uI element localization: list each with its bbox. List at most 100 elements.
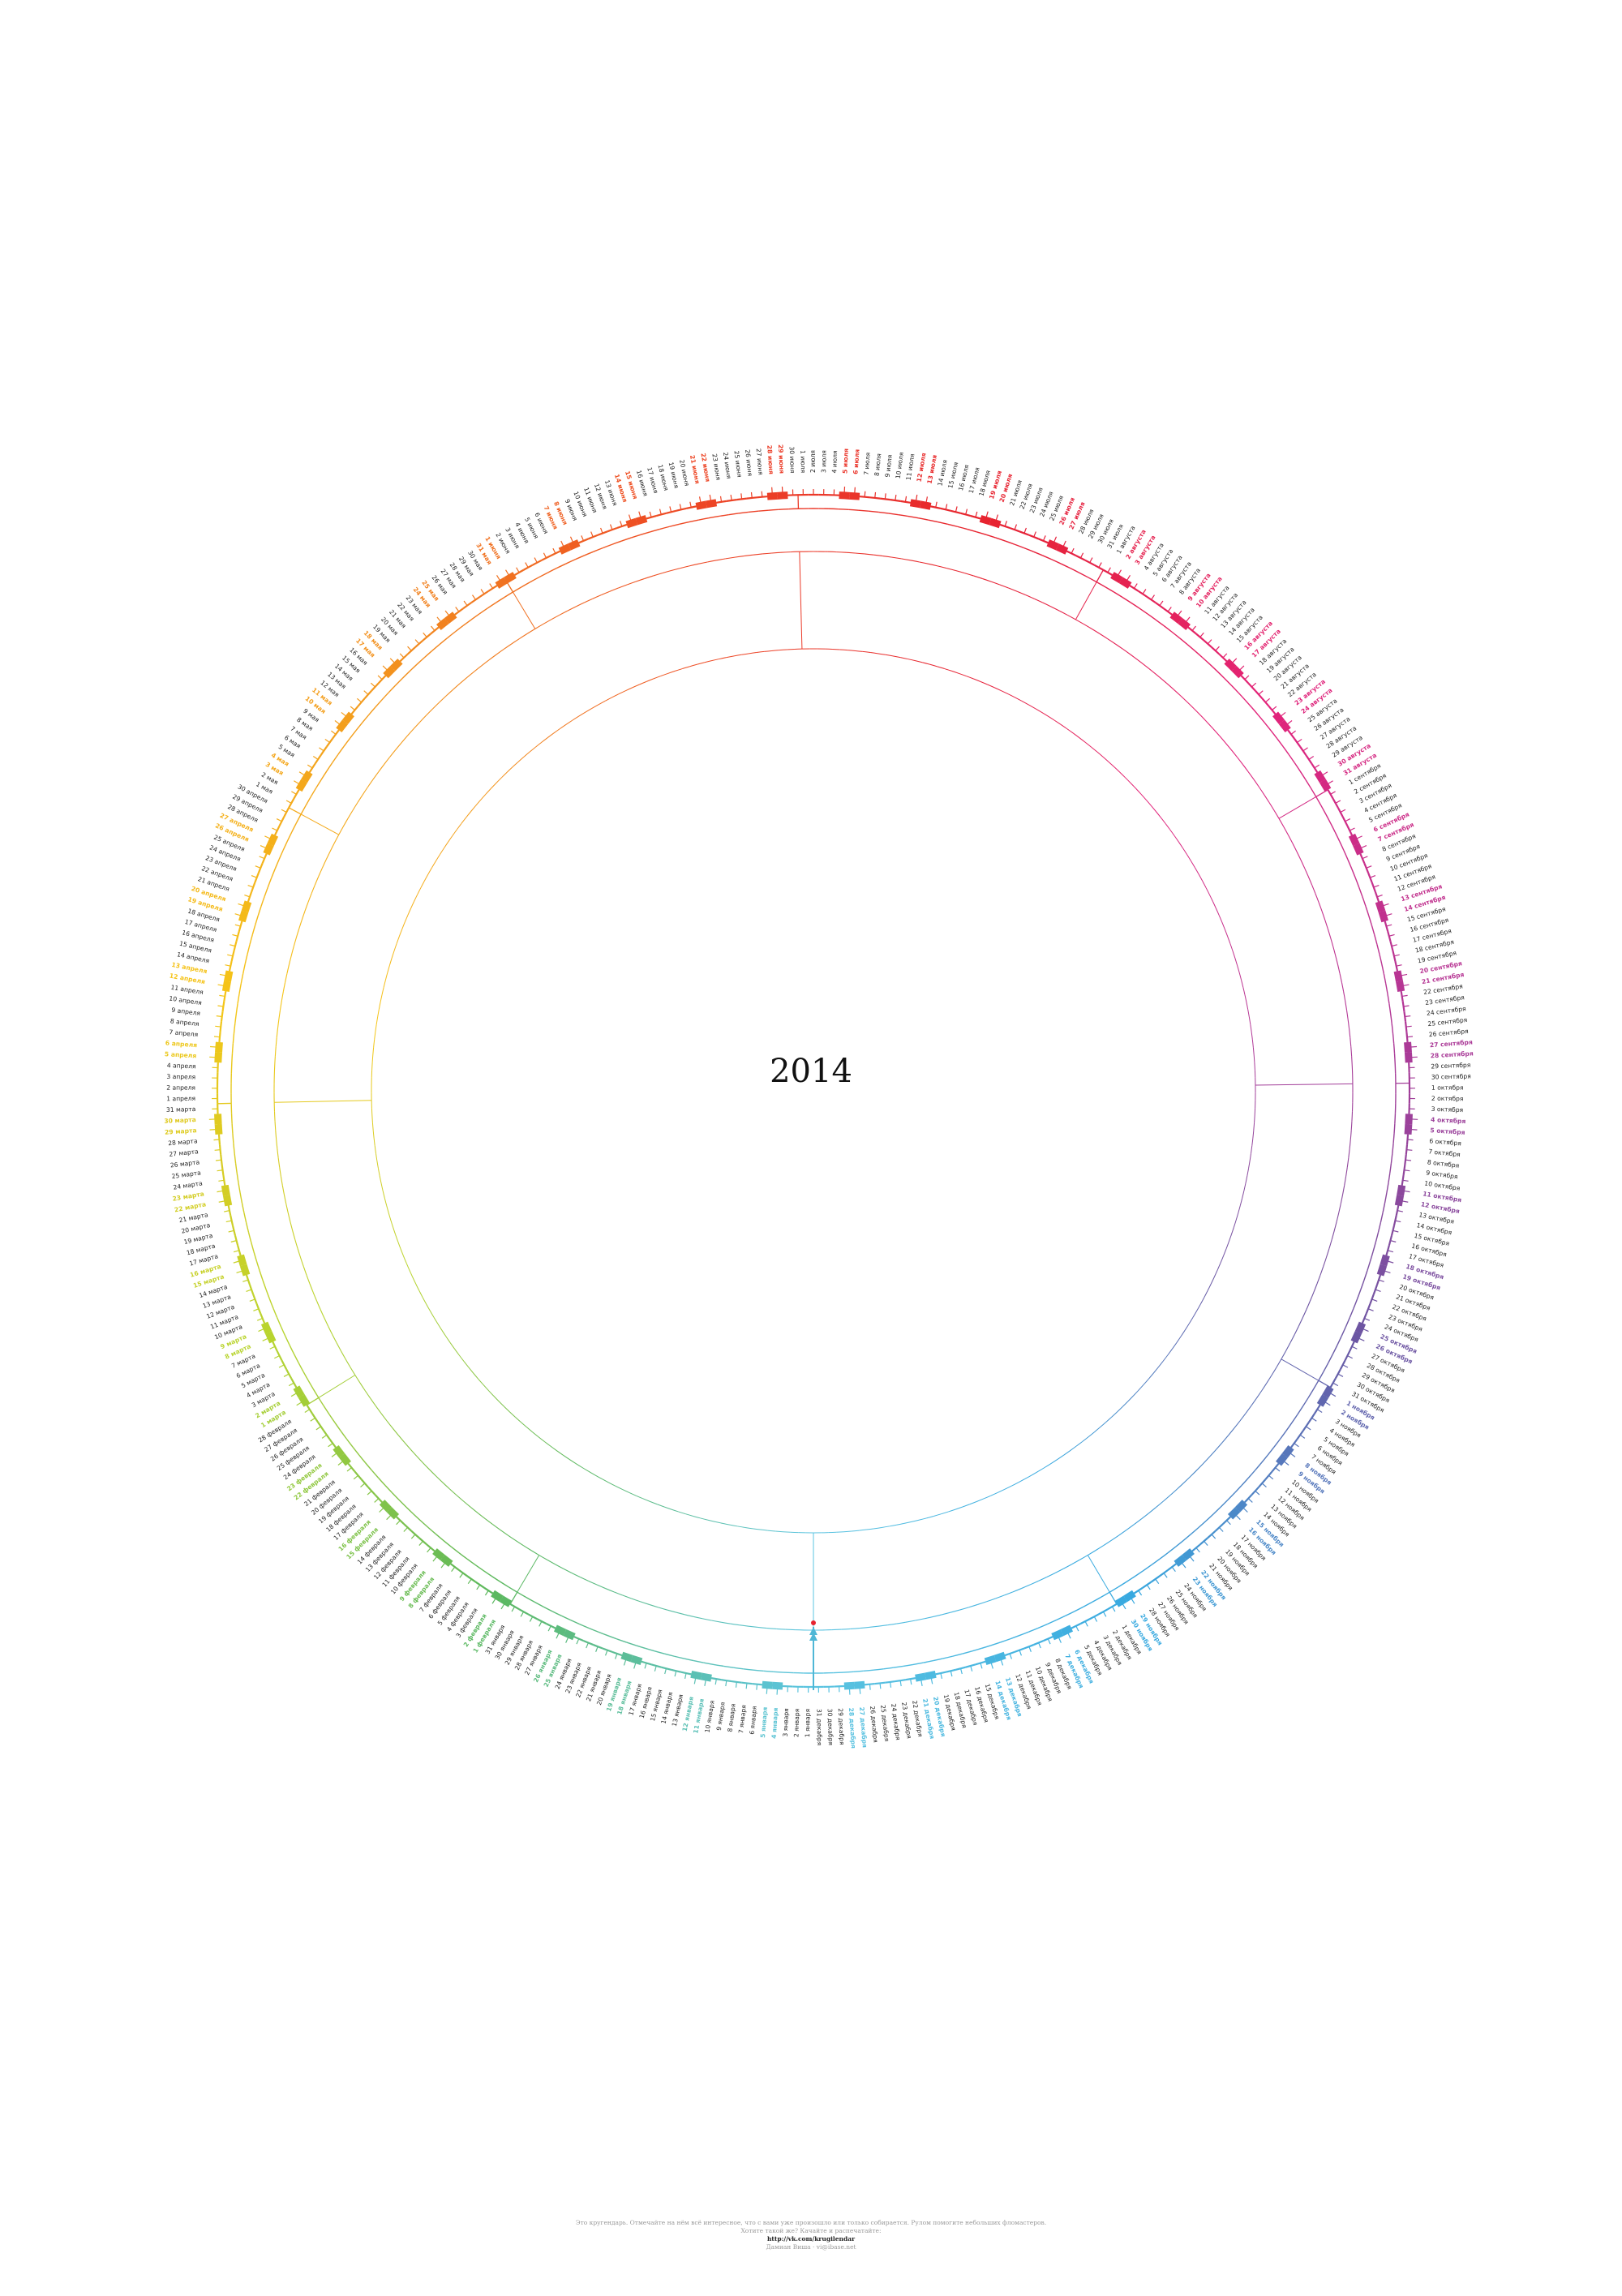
day-tick: [704, 1676, 707, 1686]
day-tick: [693, 1675, 697, 1684]
day-tick: [459, 1573, 464, 1578]
day-tick: [324, 738, 330, 744]
weekend-block: [383, 665, 396, 679]
day-tick: [669, 506, 672, 513]
day-ticks: [208, 486, 1418, 1695]
weekend-block: [1060, 1624, 1074, 1637]
day-tick: [1125, 575, 1131, 584]
weekend-block: [432, 1548, 445, 1561]
day-tick: [321, 1434, 328, 1439]
day-label: 29 сентября: [1431, 1062, 1470, 1071]
day-label: 27 марта: [169, 1148, 199, 1158]
day-tick: [403, 1526, 409, 1532]
day-tick: [467, 1578, 472, 1585]
day-tick: [283, 1373, 290, 1377]
day-tick: [1107, 567, 1111, 573]
day-tick: [1404, 1169, 1410, 1172]
day-label: 27 декабря: [858, 1706, 869, 1748]
day-tick: [1400, 984, 1410, 987]
day-tick: [208, 1118, 218, 1120]
day-tick: [1405, 1015, 1411, 1018]
day-label: 11 апреля: [170, 984, 204, 996]
day-tick: [423, 632, 427, 637]
day-tick: [609, 524, 613, 530]
day-tick: [534, 557, 538, 564]
day-tick: [291, 791, 297, 795]
footer-link[interactable]: http://vk.com/krugilendar: [766, 2235, 856, 2242]
day-tick: [959, 1668, 963, 1675]
day-tick: [623, 1656, 628, 1666]
day-tick: [766, 1684, 768, 1694]
day-tick: [595, 1646, 599, 1652]
weekend-block: [1169, 612, 1182, 624]
day-tick: [218, 1179, 225, 1182]
day-tick: [1287, 1451, 1296, 1457]
day-tick: [1395, 1220, 1401, 1223]
day-tick: [843, 486, 846, 496]
day-tick: [1397, 1210, 1403, 1212]
day-tick: [1284, 720, 1293, 727]
day-tick: [505, 569, 511, 578]
day-tick: [1023, 527, 1027, 534]
start-dot: [811, 1620, 816, 1625]
day-tick: [319, 747, 324, 752]
day-label: 25 июня: [732, 450, 743, 478]
day-tick: [1405, 1159, 1412, 1161]
day-tick: [1349, 827, 1355, 831]
day-tick: [214, 1149, 221, 1151]
day-tick: [1356, 1337, 1365, 1341]
day-label: 1 октября: [1431, 1084, 1464, 1092]
day-tick: [225, 1220, 232, 1223]
day-tick: [272, 827, 278, 831]
day-tick: [230, 1240, 237, 1242]
day-tick: [895, 494, 897, 501]
day-tick: [227, 954, 234, 957]
weekend-block: [989, 517, 1002, 529]
day-label: 26 марта: [169, 1158, 200, 1169]
day-tick: [750, 491, 753, 498]
quarter-divider: [1255, 1083, 1353, 1086]
day-tick: [890, 1681, 892, 1688]
day-label: 9 января: [715, 1702, 727, 1731]
day-tick: [436, 616, 444, 624]
day-tick: [328, 1443, 333, 1448]
day-tick: [410, 1534, 416, 1539]
week-blocks: [214, 491, 1413, 1690]
day-tick: [356, 697, 363, 703]
day-label: 25 сентября: [1427, 1016, 1468, 1028]
day-tick: [1405, 1025, 1412, 1028]
day-tick: [925, 496, 929, 506]
day-tick: [879, 1683, 882, 1689]
day-label: 27 июня: [755, 448, 765, 476]
day-tick: [1375, 1289, 1381, 1292]
day-tick: [224, 1210, 230, 1212]
weekend-block: [1314, 770, 1326, 783]
day-label: 7 октября: [1428, 1148, 1461, 1158]
day-tick: [853, 487, 856, 496]
weekend-block: [1281, 1444, 1294, 1458]
day-tick: [209, 1128, 219, 1131]
day-tick: [414, 639, 420, 645]
footer: Это кругендарь. Отмечайте на нём всё инт…: [0, 2219, 1622, 2251]
day-label: 10 апреля: [169, 994, 202, 1006]
weekend-block: [1174, 1554, 1187, 1567]
day-tick: [1406, 1149, 1413, 1151]
day-tick: [269, 1345, 276, 1350]
weekend-block: [1380, 1254, 1390, 1267]
day-tick: [1075, 1625, 1079, 1632]
day-tick: [276, 818, 282, 822]
day-label: 31 декабря: [816, 1709, 823, 1745]
day-tick: [920, 1676, 923, 1686]
day-tick: [367, 1490, 372, 1496]
weekend-block: [772, 1681, 783, 1690]
day-tick: [307, 764, 313, 769]
day-tick: [294, 780, 303, 786]
day-tick: [1407, 1139, 1414, 1141]
weekend-block: [1278, 719, 1291, 733]
day-label: 25 марта: [171, 1169, 201, 1180]
day-tick: [234, 913, 244, 917]
day-tick: [242, 1279, 249, 1282]
day-tick: [260, 845, 269, 850]
day-label: 9 апреля: [171, 1006, 201, 1017]
